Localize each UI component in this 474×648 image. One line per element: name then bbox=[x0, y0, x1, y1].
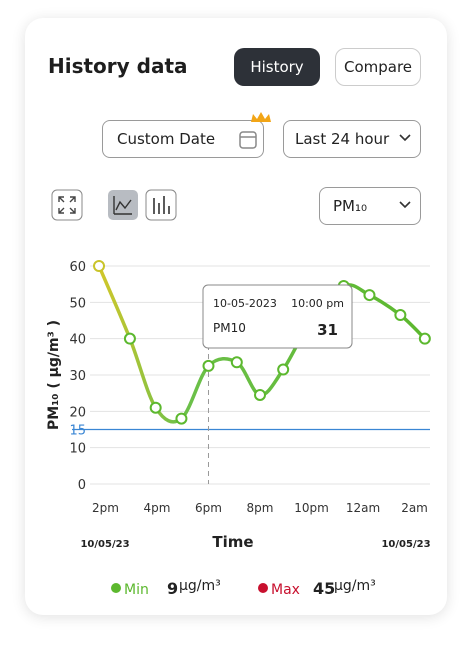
y-tick-label: 10 bbox=[69, 442, 86, 457]
date-picker[interactable]: Custom Date bbox=[102, 120, 264, 158]
stat-label: Min bbox=[124, 582, 149, 598]
stat-unit: µg/m³ bbox=[179, 578, 221, 594]
stat-dot bbox=[258, 583, 268, 593]
title: History data bbox=[48, 54, 188, 78]
view-icons bbox=[51, 189, 177, 221]
point bbox=[230, 356, 243, 369]
point bbox=[202, 359, 215, 372]
tab-compare[interactable]: Compare bbox=[335, 48, 421, 86]
point bbox=[363, 289, 376, 302]
range-text: Last 24 hour bbox=[295, 130, 390, 148]
x-tick-label: 6pm bbox=[195, 501, 222, 515]
tooltip-time: 10:00 pm bbox=[291, 297, 344, 310]
point bbox=[277, 363, 290, 376]
x-tick-label: 2pm bbox=[92, 501, 119, 515]
point bbox=[93, 260, 106, 272]
y-tick-label: 50 bbox=[69, 296, 86, 311]
tooltip-date: 10-05-2023 bbox=[213, 297, 277, 310]
point bbox=[123, 332, 136, 345]
threshold-label: 15 bbox=[69, 424, 86, 439]
point bbox=[418, 332, 431, 345]
crown-icon bbox=[251, 112, 271, 122]
tooltip-label: PM10 bbox=[213, 321, 246, 335]
stat-label: Max bbox=[271, 582, 300, 598]
stat-value: 45 bbox=[313, 579, 335, 598]
range-select[interactable]: Last 24 hour bbox=[283, 120, 421, 158]
x-tick-label: 10pm bbox=[294, 501, 329, 515]
x-tick-label: 4pm bbox=[143, 501, 170, 515]
x-tick-label: 2am bbox=[401, 501, 428, 515]
y-tick-label: 30 bbox=[69, 369, 86, 384]
tooltip bbox=[202, 284, 353, 349]
calendar-icon bbox=[239, 131, 257, 149]
x-tick-label: 12am bbox=[346, 501, 380, 515]
point bbox=[254, 388, 266, 401]
y-axis-label: PM₁₀ ( µg/m³ ) bbox=[46, 320, 62, 430]
y-tick-label: 20 bbox=[69, 405, 86, 420]
point bbox=[175, 412, 188, 425]
y-tick-label: 60 bbox=[69, 260, 86, 275]
x-tick-label: 8pm bbox=[247, 501, 274, 515]
point bbox=[149, 401, 162, 414]
tab-history[interactable]: History bbox=[234, 48, 320, 86]
pollutant-text: PM₁₀ bbox=[333, 197, 368, 215]
x-axis-label: Time bbox=[212, 533, 253, 551]
tooltip-value: 31 bbox=[317, 321, 338, 339]
start-date: 10/05/23 bbox=[80, 539, 129, 550]
date-icons bbox=[239, 112, 271, 149]
chevron bbox=[399, 134, 411, 142]
date-text: Custom Date bbox=[117, 130, 216, 148]
end-date: 10/05/23 bbox=[381, 539, 430, 550]
stat-unit: µg/m³ bbox=[334, 578, 376, 594]
stat-value: 9 bbox=[167, 579, 178, 598]
chevron bbox=[399, 201, 411, 209]
y-tick-label: 40 bbox=[69, 333, 86, 348]
point bbox=[394, 309, 407, 322]
stat-dot bbox=[111, 583, 121, 593]
y-tick-label: 0 bbox=[78, 478, 86, 493]
pollutant-select[interactable]: PM₁₀ bbox=[319, 187, 421, 225]
